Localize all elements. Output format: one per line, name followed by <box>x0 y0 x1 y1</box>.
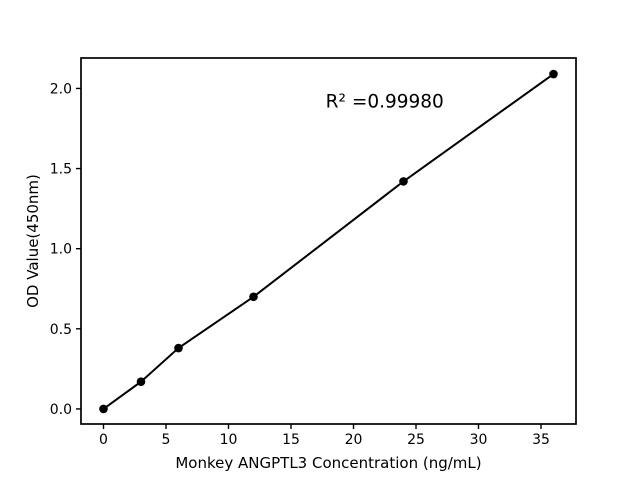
data-point <box>136 377 146 386</box>
x-tick-label: 25 <box>407 432 425 448</box>
y-tick-label: 0.0 <box>50 402 72 418</box>
x-tick-label: 15 <box>282 432 300 448</box>
fit-line <box>102 73 555 410</box>
x-tick-label: 35 <box>532 432 550 448</box>
data-point <box>549 69 558 79</box>
y-axis: 0.0 0.5 1.0 1.5 2.0 <box>50 81 81 418</box>
data-series <box>99 69 558 414</box>
y-axis-label: OD Value(450nm) <box>24 174 42 308</box>
r-squared-annotation: R² =0.99980 <box>326 91 444 112</box>
data-point <box>99 404 108 414</box>
data-point <box>399 177 408 186</box>
x-axis-label: Monkey ANGPTL3 Concentration (ng/mL) <box>175 454 481 472</box>
x-axis: 0 5 10 15 20 25 30 35 <box>99 424 550 448</box>
x-tick-label: 0 <box>99 432 108 448</box>
data-point <box>249 292 258 302</box>
plot-frame <box>80 57 577 425</box>
x-tick-label: 30 <box>470 432 488 448</box>
data-point <box>174 343 183 353</box>
y-tick-label: 0.5 <box>50 322 72 338</box>
x-tick-label: 5 <box>162 432 171 448</box>
y-tick-label: 1.5 <box>50 162 72 178</box>
y-tick-label: 2.0 <box>50 81 72 97</box>
x-tick-label: 20 <box>345 432 363 448</box>
x-tick-label: 10 <box>220 432 238 448</box>
y-tick-label: 1.0 <box>50 242 72 258</box>
